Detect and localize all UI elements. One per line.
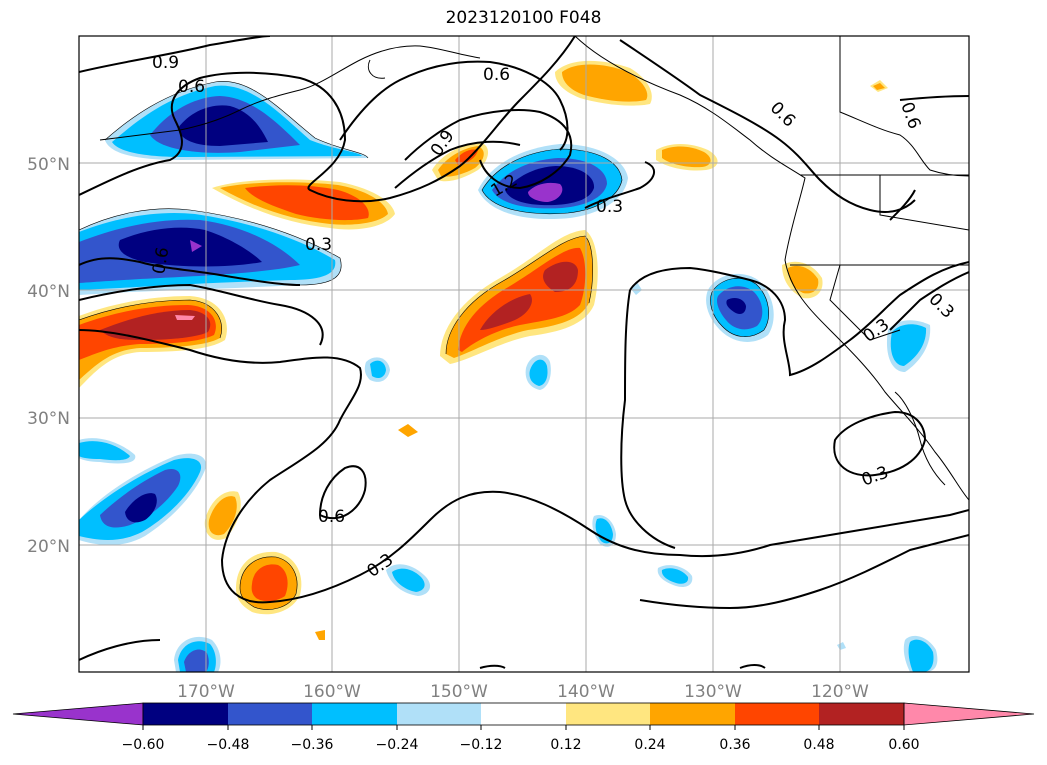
lat-label: 30°N	[27, 409, 70, 429]
contour-label: 0.6	[178, 77, 205, 97]
colorbar: −0.60 −0.48 −0.36 −0.24 −0.12 0.12 0.24 …	[12, 702, 1035, 753]
colorbar-bin	[481, 703, 566, 725]
colorbar-bin	[566, 703, 650, 725]
colorbar-tick-label: 0.60	[888, 737, 919, 753]
colorbar-tick-label: 0.12	[550, 737, 581, 753]
colorbar-bin	[735, 703, 819, 725]
colorbar-tick-label: −0.48	[207, 737, 250, 753]
lat-label: 40°N	[27, 282, 70, 302]
colorbar-bin	[819, 703, 904, 725]
contour-label: 0.6	[483, 65, 510, 85]
lon-label: 140°W	[557, 682, 615, 702]
shading-outlines	[79, 81, 769, 610]
lon-label: 160°W	[303, 682, 361, 702]
colorbar-bin	[397, 703, 481, 725]
colorbar-tick-label: −0.60	[122, 737, 165, 753]
colorbar-tick-label: 0.36	[719, 737, 750, 753]
contour-lines	[79, 36, 969, 669]
colorbar-bin	[228, 703, 312, 725]
contour-label: 0.6	[149, 246, 173, 276]
colorbar-tick-label: −0.36	[291, 737, 334, 753]
lon-label: 150°W	[430, 682, 488, 702]
coastlines	[99, 36, 969, 501]
colorbar-tick-label: −0.12	[460, 737, 503, 753]
contour-label: 0.6	[318, 507, 345, 527]
contour-label: 0.9	[152, 53, 179, 73]
latitude-labels: 50°N 40°N 30°N 20°N	[27, 155, 70, 557]
lat-label: 50°N	[27, 155, 70, 175]
colorbar-bin	[312, 703, 397, 725]
lon-label: 120°W	[811, 682, 869, 702]
colorbar-bin	[650, 703, 735, 725]
lat-label: 20°N	[27, 537, 70, 557]
colorbar-tick-label: 0.48	[803, 737, 834, 753]
colorbar-arrow-right	[903, 702, 1035, 726]
longitude-labels: 170°W 160°W 150°W 140°W 130°W 120°W	[177, 682, 869, 702]
contour-label: 0.3	[305, 235, 332, 255]
lon-label: 130°W	[684, 682, 742, 702]
lon-label: 170°W	[177, 682, 235, 702]
colorbar-bin	[143, 703, 228, 725]
colorbar-tick-label: 0.24	[634, 737, 665, 753]
contour-label: 0.3	[596, 197, 623, 217]
shaded-anomalies	[79, 60, 938, 672]
map-title: 2023120100 F048	[445, 8, 602, 28]
map-area	[79, 36, 969, 672]
colorbar-tick-label: −0.24	[376, 737, 419, 753]
colorbar-arrow-left	[12, 702, 144, 726]
map-frame	[78, 35, 970, 673]
